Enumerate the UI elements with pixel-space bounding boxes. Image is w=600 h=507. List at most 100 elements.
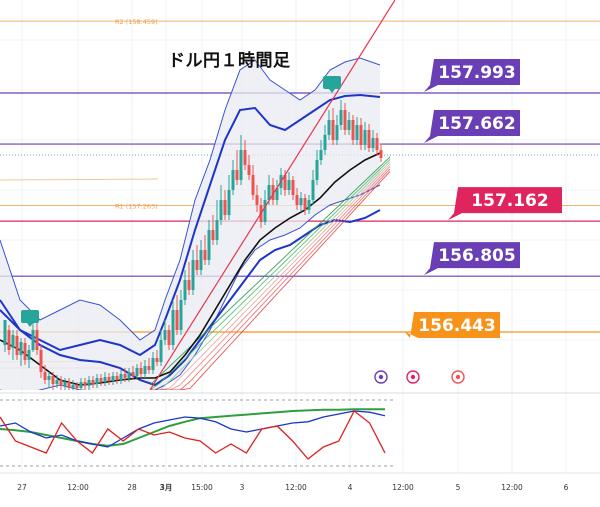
candle-body	[159, 340, 163, 362]
candle-body	[287, 180, 291, 190]
candle-body	[203, 250, 207, 260]
candle-body	[163, 330, 167, 340]
candle-body	[359, 125, 363, 145]
candle-body	[339, 110, 343, 125]
candle-body	[7, 330, 11, 350]
pivot-label: R1 (157.263)	[115, 203, 158, 211]
x-tick-label: 12:00	[392, 483, 414, 492]
chart-title: ドル円１時間足	[168, 51, 291, 71]
candle-body	[251, 175, 255, 195]
candle-body	[147, 366, 151, 370]
price-badge-label: 157.162	[471, 191, 548, 211]
x-tick-label: 12:00	[501, 483, 523, 492]
candle-body	[75, 385, 79, 388]
price-badge	[424, 110, 520, 144]
price-badge	[448, 187, 562, 221]
candle-body	[27, 350, 31, 360]
candle-body	[195, 260, 199, 270]
candle-body	[23, 343, 27, 360]
candle-body	[379, 150, 383, 158]
candle-body	[167, 330, 171, 345]
candle-body	[83, 382, 87, 386]
candle-body	[315, 160, 319, 180]
candle-body	[39, 350, 43, 372]
candle-body	[191, 260, 195, 290]
candle-body	[187, 280, 191, 290]
event-icon-dot	[410, 374, 416, 380]
candle-body	[143, 366, 147, 374]
candle-body	[11, 335, 15, 348]
candle-body	[179, 300, 183, 330]
candle-body	[91, 380, 95, 384]
ma-ribbon-line	[149, 159, 391, 390]
candle-body	[63, 382, 67, 386]
candle-body	[211, 230, 215, 240]
candle-body	[135, 368, 139, 376]
candle-body	[307, 200, 311, 210]
candle-body	[67, 382, 71, 388]
candle-body	[275, 188, 279, 200]
candle-body	[347, 120, 351, 130]
x-tick-label: 12:00	[285, 483, 307, 492]
candle-body	[215, 220, 219, 240]
candle-body	[243, 150, 247, 165]
signal-marker	[323, 76, 341, 89]
candle-body	[227, 190, 231, 215]
candle-body	[343, 110, 347, 130]
candle-body	[3, 320, 7, 345]
candle-body	[51, 376, 55, 384]
candle-body	[367, 130, 371, 148]
x-tick-label: 6	[564, 483, 569, 492]
candle-body	[55, 380, 59, 384]
candle-body	[263, 200, 267, 222]
candle-body	[267, 185, 271, 200]
candle-body	[155, 358, 159, 362]
ma-ribbon-line	[150, 166, 391, 390]
candle-body	[283, 175, 287, 190]
ma-ribbon-line	[150, 171, 391, 390]
candle-body	[323, 135, 327, 150]
candle-body	[103, 377, 107, 382]
candle-body	[183, 280, 187, 300]
candle-body	[371, 138, 375, 148]
x-tick-label: 15:00	[191, 483, 213, 492]
candle-body	[247, 165, 251, 175]
x-tick-label: 3	[240, 483, 245, 492]
candle-body	[319, 150, 323, 160]
candle-body	[123, 374, 127, 378]
price-badge-label: 157.993	[438, 63, 515, 83]
price-badge	[404, 312, 500, 338]
pivot-label: R2 (158.459)	[115, 18, 158, 26]
ma-ribbon-line	[150, 168, 391, 390]
price-badge	[424, 59, 520, 92]
x-tick-label: 3月	[160, 483, 173, 492]
candle-body	[139, 368, 143, 374]
candle-body	[327, 120, 331, 135]
bollinger-upper-inner	[0, 93, 381, 357]
candle-body	[131, 372, 135, 376]
candle-body	[119, 374, 123, 380]
candle-body	[171, 310, 175, 345]
candle-body	[43, 372, 47, 380]
candle-body	[235, 170, 239, 180]
bollinger-upper-outer	[0, 57, 381, 341]
candle-body	[255, 195, 259, 205]
candle-body	[295, 195, 299, 205]
candle-body	[335, 125, 339, 140]
candle-body	[87, 380, 91, 386]
candle-body	[311, 180, 315, 200]
candle-body	[351, 120, 355, 140]
candle-body	[239, 150, 243, 180]
x-tick-label: 12:00	[67, 483, 89, 492]
price-badge-label: 157.662	[438, 114, 515, 134]
ma-ribbon-line	[150, 163, 391, 390]
oscillator-red-line	[0, 410, 386, 460]
x-tick-label: 4	[348, 483, 353, 492]
candle-body	[15, 336, 19, 355]
candle-body	[355, 125, 359, 140]
candle-body	[19, 342, 23, 355]
candle-body	[207, 230, 211, 260]
candle-body	[111, 376, 115, 381]
